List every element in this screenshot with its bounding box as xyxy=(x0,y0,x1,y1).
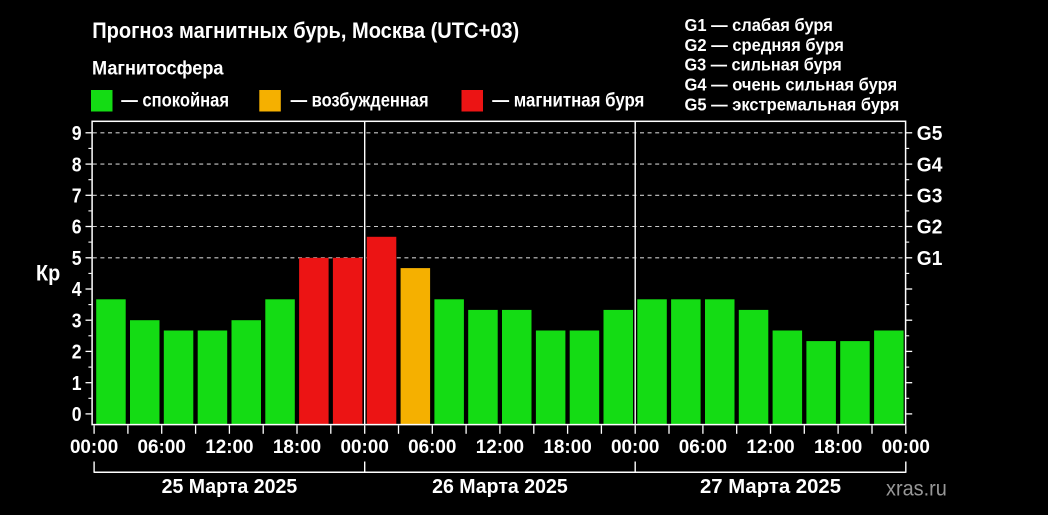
svg-text:26 Марта 2025: 26 Марта 2025 xyxy=(432,476,568,498)
svg-text:Кр: Кр xyxy=(36,261,60,286)
svg-text:— спокойная: — спокойная xyxy=(121,89,229,111)
svg-text:G3: G3 xyxy=(917,186,943,208)
svg-text:1: 1 xyxy=(72,373,82,395)
svg-text:00:00: 00:00 xyxy=(882,437,930,458)
svg-text:Магнитосфера: Магнитосфера xyxy=(92,58,224,80)
svg-text:6: 6 xyxy=(72,217,82,239)
svg-text:— возбужденная: — возбужденная xyxy=(291,89,429,111)
svg-text:06:00: 06:00 xyxy=(408,437,456,458)
svg-text:3: 3 xyxy=(72,310,82,332)
svg-text:2: 2 xyxy=(72,342,82,364)
svg-text:G4 — очень сильная буря: G4 — очень сильная буря xyxy=(685,75,898,95)
svg-text:00:00: 00:00 xyxy=(341,437,389,458)
svg-text:18:00: 18:00 xyxy=(273,437,321,458)
svg-text:G2: G2 xyxy=(917,217,943,239)
svg-text:Прогноз магнитных бурь, Москва: Прогноз магнитных бурь, Москва (UTC+03) xyxy=(92,18,519,43)
svg-text:— магнитная буря: — магнитная буря xyxy=(492,89,644,111)
svg-text:00:00: 00:00 xyxy=(70,437,118,458)
svg-text:27 Марта 2025: 27 Марта 2025 xyxy=(700,476,841,498)
svg-text:25 Марта 2025: 25 Марта 2025 xyxy=(162,476,298,498)
svg-text:06:00: 06:00 xyxy=(679,437,727,458)
svg-text:18:00: 18:00 xyxy=(543,437,591,458)
svg-text:18:00: 18:00 xyxy=(814,437,862,458)
svg-text:xras.ru: xras.ru xyxy=(886,478,947,501)
svg-text:00:00: 00:00 xyxy=(611,437,659,458)
svg-text:12:00: 12:00 xyxy=(476,437,524,458)
svg-text:5: 5 xyxy=(72,248,82,270)
svg-text:G2 — средняя буря: G2 — средняя буря xyxy=(685,35,844,55)
svg-text:7: 7 xyxy=(72,186,82,208)
svg-text:06:00: 06:00 xyxy=(138,437,186,458)
svg-text:4: 4 xyxy=(72,279,83,301)
svg-text:G1 — слабая буря: G1 — слабая буря xyxy=(685,15,833,35)
svg-text:G5 — экстремальная буря: G5 — экстремальная буря xyxy=(685,94,900,114)
svg-text:9: 9 xyxy=(72,123,82,145)
svg-text:12:00: 12:00 xyxy=(205,437,253,458)
svg-text:8: 8 xyxy=(72,154,82,176)
svg-text:G3 — сильная буря: G3 — сильная буря xyxy=(685,55,842,75)
svg-text:G5: G5 xyxy=(917,123,943,145)
svg-text:G1: G1 xyxy=(917,248,943,270)
svg-text:0: 0 xyxy=(72,404,82,426)
svg-text:12:00: 12:00 xyxy=(746,437,794,458)
svg-text:G4: G4 xyxy=(917,154,943,176)
